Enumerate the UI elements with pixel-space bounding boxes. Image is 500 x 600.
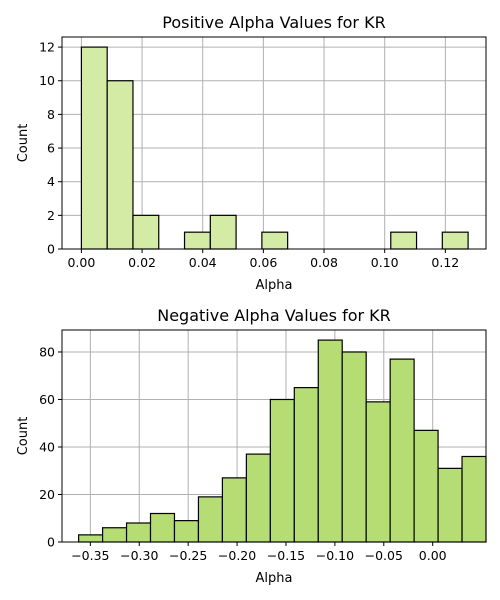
neg-x-tick-label: −0.20 [218, 548, 256, 563]
neg-histogram-bar [293, 387, 319, 543]
pos-x-tick-label: 0.04 [189, 255, 217, 270]
neg-histogram-bar [101, 527, 128, 543]
neg-x-tick-label: 0.00 [419, 548, 447, 563]
neg-x-tick-label: −0.05 [365, 548, 403, 563]
neg-histogram-bar [269, 398, 295, 543]
pos-histogram: 0.00 0.02 0.04 0.06 0.08 0.10 0.12 0 2 4 6 8 10 12 Pos… [16, 13, 487, 293]
pos-y-tick-label: 8 [47, 107, 55, 122]
pos-histogram-bar [390, 231, 418, 250]
pos-chart-title: Positive Alpha Values for KR [162, 13, 385, 32]
pos-histogram-bar [183, 231, 211, 250]
neg-histogram-bar [173, 520, 200, 543]
pos-x-tick-label: 0.02 [128, 255, 156, 270]
neg-histogram-bar [125, 522, 152, 543]
neg-chart-title: Negative Alpha Values for KR [157, 306, 391, 325]
pos-x-tick-label: 0.12 [431, 255, 459, 270]
pos-histogram-bar [132, 214, 160, 250]
neg-histogram-bar [437, 467, 463, 543]
neg-y-tick-label: 20 [39, 487, 55, 502]
pos-y-tick-label: 0 [47, 242, 55, 257]
neg-histogram-bar [221, 477, 247, 543]
neg-histogram-bar [341, 351, 367, 543]
neg-histogram-bar [317, 339, 343, 543]
neg-histogram-bar [365, 401, 391, 543]
pos-x-tick-label: 0.08 [310, 255, 338, 270]
pos-axes-frame [61, 36, 487, 250]
pos-histogram-bar [441, 231, 469, 250]
pos-x-axis-label: Alpha [256, 278, 293, 293]
pos-y-tick-label: 4 [47, 174, 55, 189]
neg-x-axis-label: Alpha [256, 571, 293, 586]
pos-y-tick-label: 12 [39, 40, 55, 55]
neg-histogram-bar [461, 455, 487, 543]
pos-y-tick-label: 6 [47, 141, 55, 156]
pos-y-tick-label: 2 [47, 208, 55, 223]
neg-x-tick-label: −0.10 [316, 548, 354, 563]
neg-y-tick-label: 40 [39, 439, 55, 454]
pos-x-tick-label: 0.10 [371, 255, 399, 270]
neg-x-tick-label: −0.25 [169, 548, 207, 563]
neg-axes-frame [61, 329, 487, 543]
neg-histogram: −0.35 −0.30 −0.25 −0.20 −0.15 −0.10 −0.05 0.00 0… [16, 306, 487, 586]
neg-histogram-bar [197, 496, 224, 543]
neg-histogram-bar [78, 534, 104, 543]
pos-histogram-bar [209, 214, 237, 250]
neg-x-tick-label: −0.15 [267, 548, 305, 563]
neg-y-axis-label: Count [16, 417, 31, 456]
neg-y-tick-label: 80 [39, 344, 55, 359]
pos-y-axis-label: Count [16, 124, 31, 163]
neg-histogram-bar [149, 512, 176, 543]
neg-histogram-bar [245, 453, 271, 543]
neg-y-tick-label: 0 [47, 535, 55, 550]
neg-x-tick-label: −0.30 [120, 548, 158, 563]
neg-x-tick-label: −0.35 [71, 548, 109, 563]
neg-histogram-bar [389, 358, 415, 543]
pos-x-tick-label: 0.06 [249, 255, 277, 270]
pos-y-tick-label: 10 [39, 73, 55, 88]
pos-histogram-bar [261, 231, 289, 250]
neg-histogram-bar [413, 429, 439, 543]
pos-x-tick-label: 0.00 [67, 255, 95, 270]
pos-histogram-bar [106, 80, 134, 250]
pos-histogram-bar [80, 46, 108, 250]
neg-y-tick-label: 60 [39, 392, 55, 407]
